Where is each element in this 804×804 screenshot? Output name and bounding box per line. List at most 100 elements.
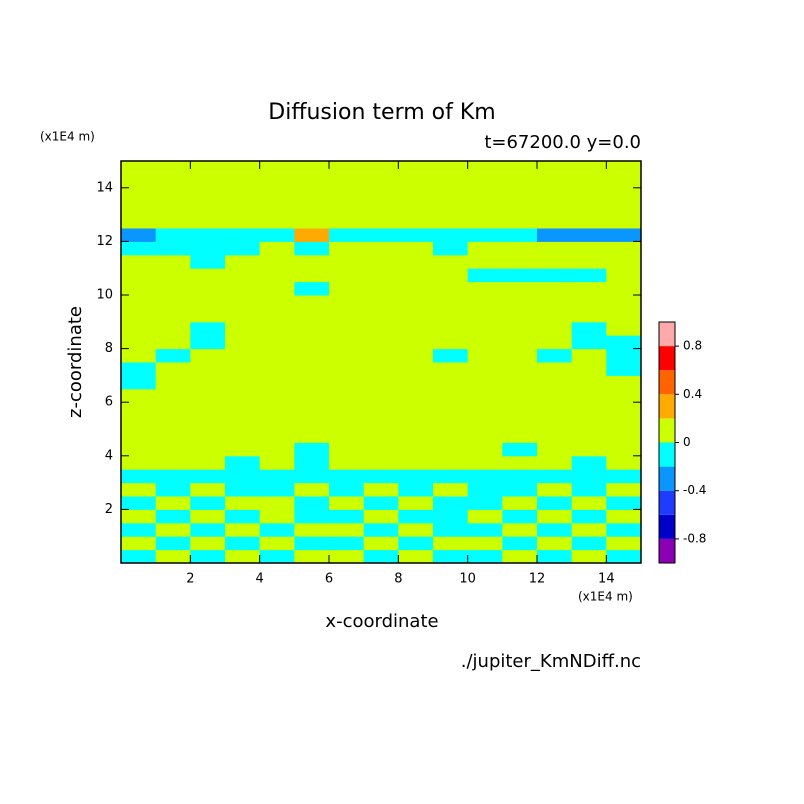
field-cell bbox=[571, 348, 607, 363]
field-cell bbox=[190, 161, 226, 175]
field-cell bbox=[537, 308, 573, 323]
field-cell bbox=[294, 161, 330, 175]
field-cell bbox=[259, 509, 295, 524]
field-cell bbox=[121, 281, 157, 296]
field-cell bbox=[398, 348, 434, 363]
field-cell bbox=[190, 254, 226, 269]
field-cell bbox=[121, 455, 157, 470]
field-cell bbox=[467, 496, 503, 510]
field-cell bbox=[467, 536, 503, 551]
field-cell bbox=[537, 415, 573, 430]
field-cell bbox=[571, 536, 607, 551]
field-cell bbox=[398, 415, 434, 430]
field-cell bbox=[398, 335, 434, 350]
field-cell bbox=[606, 415, 642, 430]
field-cell bbox=[502, 442, 538, 457]
field-cell bbox=[433, 187, 469, 202]
field-cell bbox=[225, 509, 261, 524]
field-cell bbox=[329, 549, 365, 564]
field-cell bbox=[537, 509, 573, 524]
field-cell bbox=[467, 388, 503, 403]
field-cell bbox=[571, 549, 607, 564]
colorbar-segment bbox=[659, 322, 675, 347]
field-cell bbox=[467, 429, 503, 443]
subtitle: t=67200.0 y=0.0 bbox=[484, 132, 641, 153]
field-cell bbox=[537, 268, 573, 283]
field-cell bbox=[155, 281, 191, 296]
field-cell bbox=[121, 308, 157, 323]
field-cell bbox=[259, 281, 295, 296]
field-cell bbox=[537, 335, 573, 350]
field-cell bbox=[259, 228, 295, 242]
field-cell bbox=[363, 482, 399, 497]
field-cell bbox=[155, 187, 191, 202]
field-cell bbox=[433, 335, 469, 350]
field-cell bbox=[502, 174, 538, 189]
field-cell bbox=[606, 348, 642, 363]
field-cell bbox=[259, 241, 295, 256]
field-cell bbox=[190, 281, 226, 296]
field-cell bbox=[225, 375, 261, 390]
field-cell bbox=[225, 241, 261, 256]
field-cell bbox=[502, 241, 538, 256]
field-cell bbox=[225, 174, 261, 189]
field-cell bbox=[467, 402, 503, 417]
field-cell bbox=[155, 335, 191, 350]
field-cell bbox=[121, 496, 157, 510]
field-cell bbox=[329, 442, 365, 457]
field-cell bbox=[502, 187, 538, 202]
field-cell bbox=[225, 228, 261, 242]
colorbar-tick-label: 0.4 bbox=[683, 387, 702, 401]
y-tick-label: 6 bbox=[105, 395, 113, 410]
field-cell bbox=[155, 174, 191, 189]
field-cell bbox=[537, 362, 573, 376]
field-cell bbox=[433, 496, 469, 510]
field-cell bbox=[606, 402, 642, 417]
field-cell bbox=[155, 509, 191, 524]
field-cell bbox=[433, 536, 469, 551]
field-cell bbox=[537, 161, 573, 175]
colorbar-segment bbox=[659, 370, 675, 395]
field-cell bbox=[329, 509, 365, 524]
field-cell bbox=[363, 509, 399, 524]
field-cell bbox=[294, 241, 330, 256]
field-cell bbox=[121, 482, 157, 497]
field-cell bbox=[606, 482, 642, 497]
field-cell bbox=[363, 281, 399, 296]
field-cell bbox=[606, 335, 642, 350]
field-cell bbox=[329, 375, 365, 390]
field-cell bbox=[259, 362, 295, 376]
field-cell bbox=[363, 241, 399, 256]
field-cell bbox=[121, 522, 157, 537]
field-cell bbox=[606, 268, 642, 283]
field-cell bbox=[433, 402, 469, 417]
field-cell bbox=[225, 254, 261, 269]
field-cell bbox=[433, 549, 469, 564]
field-cell bbox=[502, 161, 538, 175]
field-cell bbox=[329, 201, 365, 216]
field-cell bbox=[537, 536, 573, 551]
field-cell bbox=[433, 308, 469, 323]
field-cell bbox=[259, 295, 295, 309]
field-cell bbox=[225, 496, 261, 510]
field-cell bbox=[433, 362, 469, 376]
field-cell bbox=[467, 549, 503, 564]
field-cell bbox=[433, 201, 469, 216]
field-cell bbox=[502, 375, 538, 390]
field-cell bbox=[363, 522, 399, 537]
field-cell bbox=[121, 388, 157, 403]
field-cell bbox=[294, 228, 330, 242]
field-cell bbox=[606, 509, 642, 524]
field-cell bbox=[121, 295, 157, 309]
field-cell bbox=[329, 281, 365, 296]
field-cell bbox=[259, 442, 295, 457]
field-cell bbox=[155, 496, 191, 510]
field-cell bbox=[259, 187, 295, 202]
field-cell bbox=[329, 496, 365, 510]
field-cell bbox=[398, 362, 434, 376]
field-cell bbox=[190, 362, 226, 376]
field-cell bbox=[121, 335, 157, 350]
field-cell bbox=[121, 469, 157, 484]
field-cell bbox=[398, 496, 434, 510]
